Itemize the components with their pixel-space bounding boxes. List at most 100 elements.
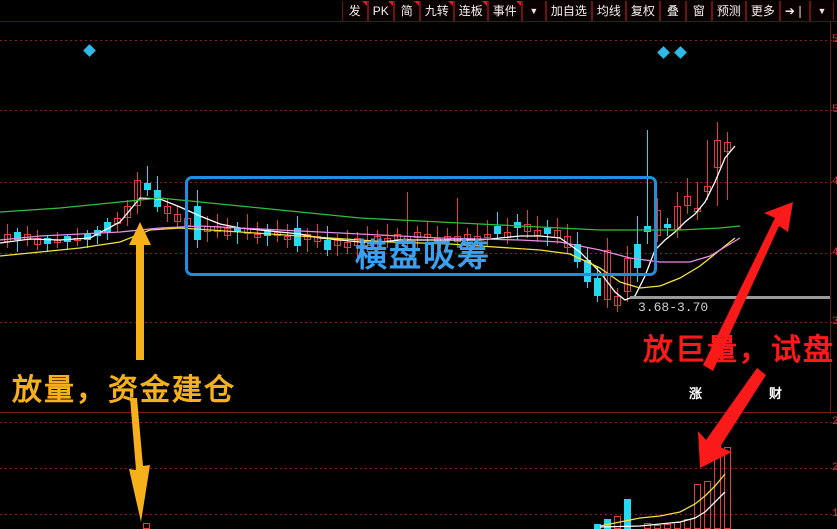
toolbar-button-5[interactable]: 事件 (487, 1, 522, 21)
toolbar-button-label: ▼ (529, 6, 539, 16)
annotation-consolidation: 横盘吸筹 (355, 237, 492, 273)
candle-body (94, 230, 101, 236)
candle-body (174, 214, 181, 222)
volume-bar (694, 484, 701, 529)
volume-bar (604, 519, 611, 529)
candle-body (134, 180, 141, 206)
price-tick-3: 4. (832, 247, 837, 259)
toolbar-button-label: PK (372, 4, 389, 18)
candle-body (44, 238, 51, 244)
toolbar-button-label: 简 (400, 4, 413, 18)
candle-wick (77, 228, 78, 246)
candle-body (154, 190, 161, 207)
volume-ma-overlay (599, 473, 726, 528)
candle-wick (147, 166, 148, 196)
toolbar-button-label: 窗 (692, 4, 705, 18)
candle-body (694, 208, 701, 212)
candle-body (674, 206, 681, 230)
candle-body (714, 140, 721, 168)
toolbar-button-8[interactable]: 均线 (591, 1, 626, 21)
candle-body (34, 238, 41, 245)
annotation-huge-volume: 放巨量，试盘 (643, 334, 835, 367)
toolbar-button-label: 更多 (750, 4, 775, 18)
volume-tick-1: 2. (832, 462, 837, 474)
signal-diamond-1 (657, 46, 670, 59)
signal-diamond-2 (674, 46, 687, 59)
candle-body (4, 234, 11, 242)
toolbar-button-14[interactable]: ➔❘ (779, 1, 810, 21)
candle-body (704, 186, 711, 192)
gridline-volume-2 (0, 514, 837, 515)
toolbar-button-2[interactable]: 简 (393, 1, 420, 21)
volume-bar (644, 523, 651, 529)
consolidation-box[interactable] (185, 176, 657, 276)
volume-bar (704, 481, 711, 529)
volume-tick-2: 1. (832, 508, 837, 520)
axis-divider (830, 22, 831, 529)
volume-bar (143, 523, 150, 529)
candle-body (594, 278, 601, 296)
candle-body (724, 142, 731, 152)
toolbar-button-label: 发 (348, 4, 361, 18)
toolbar-button-label: 连板 (458, 4, 483, 18)
toolbar-button-group: 发 PK 简九转 连板 事件 ▼ 加自选 均线 复权叠窗预测 更多 ➔❘ ▼ (341, 0, 834, 22)
top-toolbar: 发 PK 简九转 连板 事件 ▼ 加自选 均线 复权叠窗预测 更多 ➔❘ ▼ (0, 0, 837, 22)
price-tick-2: 4. (832, 176, 837, 188)
toolbar-button-9[interactable]: 复权 (625, 1, 660, 21)
price-level-label: 3.68-3.70 (638, 300, 709, 315)
candle-body (54, 240, 61, 243)
toolbar-button-12[interactable]: 预测 (711, 1, 746, 21)
gridline-price-1 (0, 110, 837, 111)
candle-body (144, 183, 151, 190)
toolbar-button-0[interactable]: 发 (341, 1, 368, 21)
toolbar-button-label: ➔❘ (784, 4, 805, 18)
volume-bar (714, 429, 721, 529)
toolbar-button-4[interactable]: 连板 (453, 1, 488, 21)
price-tick-0: 5. (832, 34, 837, 46)
candle-body (104, 222, 111, 232)
toolbar-button-label: 复权 (630, 4, 655, 18)
toolbar-button-label: 预测 (716, 4, 741, 18)
gridline-volume-0 (0, 422, 837, 423)
toolbar-button-label: 加自选 (550, 4, 587, 18)
toolbar-button-15[interactable]: ▼ (810, 1, 834, 21)
candle-body (614, 296, 621, 306)
candle-body (664, 224, 671, 228)
candle-body (14, 232, 21, 240)
volume-bar (684, 519, 691, 529)
toolbar-button-1[interactable]: PK (367, 1, 394, 21)
price-tick-4: 3. (832, 316, 837, 328)
toolbar-button-6[interactable]: ▼ (521, 1, 546, 21)
toolbar-button-13[interactable]: 更多 (745, 1, 780, 21)
toolbar-button-label: 叠 (666, 4, 679, 18)
gridline-volume-1 (0, 468, 837, 469)
toolbar-button-label: ▼ (817, 6, 827, 16)
marker-label-up: 涨 (689, 386, 703, 401)
volume-bar (624, 499, 631, 529)
candle-body (164, 206, 171, 214)
signal-diamond-0 (83, 44, 96, 57)
toolbar-button-11[interactable]: 窗 (685, 1, 712, 21)
toolbar-button-10[interactable]: 叠 (659, 1, 686, 21)
volume-bar (664, 524, 671, 529)
candle-wick (697, 182, 698, 220)
price-level-line[interactable] (630, 296, 830, 299)
annotation-volume-entry: 放量，资金建仓 (12, 374, 236, 407)
candle-body (124, 206, 131, 218)
volume-bar (724, 447, 731, 529)
candle-body (74, 238, 81, 241)
marker-label-wealth: 财 (769, 386, 783, 401)
volume-tick-0: 2. (832, 416, 837, 428)
candle-body (64, 236, 71, 242)
toolbar-button-label: 事件 (492, 4, 517, 18)
toolbar-button-7[interactable]: 加自选 (545, 1, 592, 21)
toolbar-button-3[interactable]: 九转 (419, 1, 454, 21)
candle-body (84, 234, 91, 240)
toolbar-button-label: 均线 (596, 4, 621, 18)
volume-chart-pane[interactable] (0, 414, 837, 529)
candle-body (24, 234, 31, 240)
gridline-price-0 (0, 40, 837, 41)
volume-bar (654, 525, 661, 529)
pane-divider (0, 412, 837, 413)
